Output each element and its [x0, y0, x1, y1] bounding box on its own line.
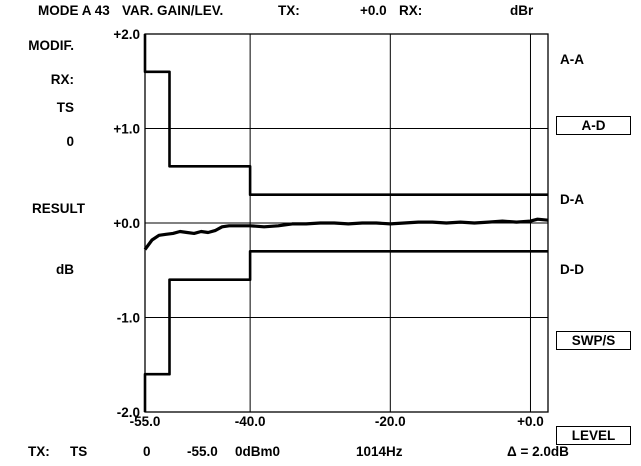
level-button[interactable]: LEVEL: [556, 426, 631, 445]
rx-label: RX:: [50, 72, 74, 87]
footer-start-label: -55.0: [187, 444, 218, 459]
header-tx-label: TX:: [278, 3, 300, 18]
swps-button[interactable]: SWP/S: [556, 331, 631, 350]
unit-label: dBr: [510, 3, 534, 18]
footer-freq-label: 1014Hz: [356, 444, 403, 459]
header-rx-label: RX:: [399, 3, 423, 18]
y-tick-label: -2.0: [117, 405, 140, 420]
modif-label: MODIF.: [28, 38, 74, 53]
x-tick-label: -55.0: [130, 414, 161, 429]
ad-button[interactable]: A-D: [556, 116, 631, 135]
footer-zero-label: 0: [143, 444, 151, 459]
aa-label: A-A: [560, 52, 584, 67]
title-label: VAR. GAIN/LEV.: [122, 3, 224, 18]
footer-ts-label: TS: [70, 444, 88, 459]
y-tick-label: +2.0: [113, 27, 140, 42]
result-curve: [143, 217, 549, 251]
lower-limit-mask: [143, 250, 548, 412]
db-label: dB: [56, 262, 74, 277]
mode-label: MODE A 43: [38, 3, 110, 18]
y-tick-label: -1.0: [117, 311, 140, 326]
x-tick-label: +0.0: [517, 414, 544, 429]
result-label: RESULT: [32, 201, 85, 216]
zero-label: 0: [66, 134, 74, 149]
footer-level-label: 0dBm0: [235, 444, 281, 459]
y-tick-label: +0.0: [113, 216, 140, 231]
x-tick-label: -20.0: [375, 414, 406, 429]
ts-label: TS: [56, 100, 74, 115]
da-label: D-A: [560, 192, 584, 207]
footer-tx-label: TX:: [28, 444, 50, 459]
x-tick-label: -40.0: [235, 414, 266, 429]
header-tx-value: +0.0: [360, 3, 387, 18]
dd-label: D-D: [560, 262, 584, 277]
y-tick-label: +1.0: [113, 122, 140, 137]
footer-delta-label: Δ = 2.0dB: [507, 444, 569, 459]
upper-limit-mask: [143, 34, 548, 196]
